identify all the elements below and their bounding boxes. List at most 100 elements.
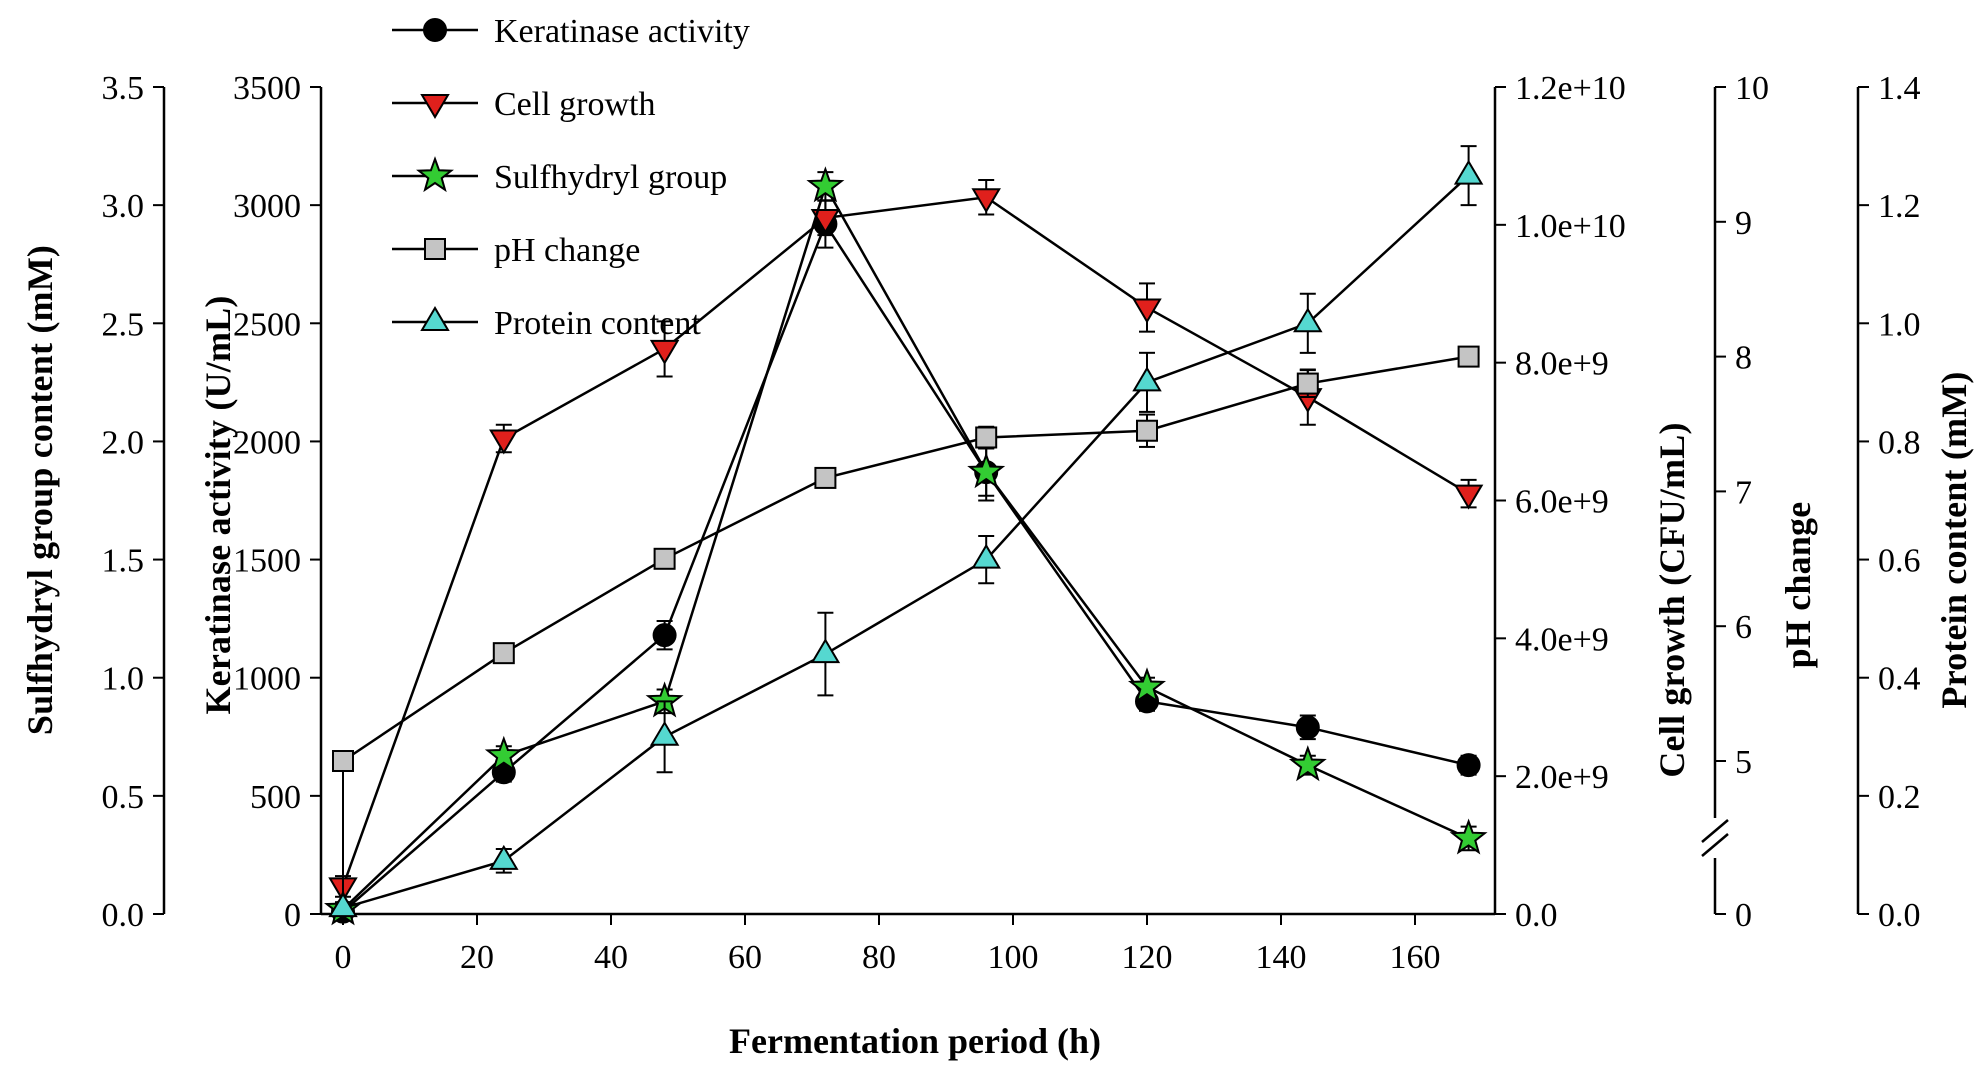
tick-label: 0 — [335, 939, 352, 976]
star-marker-icon — [1128, 667, 1166, 704]
series-line — [342, 355, 1469, 763]
tick-label: 6 — [1735, 609, 1752, 646]
star-marker-icon — [1449, 818, 1488, 855]
series-line — [342, 221, 1469, 913]
triangle-down-marker-icon — [1132, 298, 1162, 324]
tick-label: 20 — [460, 939, 494, 976]
tick-label: 2.0e+9 — [1515, 759, 1609, 796]
tick-label: 1.0 — [1878, 306, 1921, 343]
tick-label: 0.0 — [1515, 897, 1558, 934]
tick-label: 0 — [1735, 897, 1752, 934]
tick-label: 10 — [1735, 70, 1769, 107]
legend-item-ph: pH change — [392, 232, 640, 269]
star-marker-icon — [1288, 745, 1327, 782]
axis-break-icon — [1701, 833, 1729, 857]
tick-label: 4.0e+9 — [1515, 621, 1609, 658]
legend-label: pH change — [494, 232, 640, 269]
tick-label: 7 — [1735, 474, 1752, 511]
triangle-up-marker-icon — [1132, 366, 1162, 392]
tick-label: 2.5 — [102, 306, 145, 343]
triangle-down-marker-icon — [489, 429, 519, 455]
square-marker-icon — [1136, 419, 1158, 442]
tick-label: 500 — [250, 779, 301, 816]
tick-label: 1000 — [233, 661, 301, 698]
axis-ph: 0 5 6 7 8 9 10 — [1701, 70, 1769, 934]
square-marker-icon — [1457, 345, 1480, 368]
tick-label: 3500 — [233, 70, 301, 107]
legend-item-keratinase: Keratinase activity — [392, 13, 750, 50]
tick-label: 0.8 — [1878, 424, 1921, 461]
tick-label: 2500 — [233, 306, 301, 343]
square-marker-icon — [975, 426, 998, 449]
tick-label: 0.0 — [1878, 897, 1921, 934]
legend: Keratinase activity Cell growth Sulfhydryl… — [392, 13, 750, 342]
axis-break-icon — [1701, 819, 1729, 843]
square-marker-icon — [332, 750, 354, 772]
star-marker-icon — [967, 452, 1006, 489]
tick-label: 1.4 — [1878, 70, 1921, 107]
square-marker-icon — [1296, 372, 1319, 395]
star-legend-icon — [416, 156, 454, 193]
series-cell_growth — [328, 179, 1484, 903]
tick-label: 0.6 — [1878, 543, 1921, 580]
tick-label: 100 — [988, 939, 1039, 976]
tick-label: 1.2e+10 — [1515, 70, 1626, 107]
tick-label: 1500 — [233, 543, 301, 580]
triangle-up-marker-icon — [489, 844, 519, 870]
axis-title-keratinase: Keratinase activity (U/mL) — [198, 295, 238, 715]
tick-label: 8 — [1735, 340, 1752, 377]
tick-label: 0.5 — [102, 779, 145, 816]
triangle-up-legend-icon — [420, 306, 450, 331]
tick-label: 0.2 — [1878, 779, 1921, 816]
square-legend-icon — [424, 238, 446, 260]
circle-marker-icon — [1456, 753, 1481, 778]
star-marker-icon — [484, 735, 523, 772]
circle-marker-icon — [1295, 715, 1320, 740]
tick-label: 9 — [1735, 205, 1752, 242]
square-marker-icon — [814, 466, 837, 489]
tick-label: 3000 — [233, 188, 301, 225]
tick-label: 120 — [1122, 939, 1173, 976]
triangle-up-marker-icon — [649, 720, 680, 746]
tick-label: 140 — [1256, 939, 1307, 976]
tick-label: 3.5 — [102, 70, 145, 107]
axis-title-ph: pH change — [1778, 501, 1818, 669]
legend-label: Cell growth — [494, 86, 655, 123]
tick-label: 1.5 — [102, 543, 145, 580]
circle-marker-icon — [652, 623, 677, 648]
legend-item-sulfhydryl: Sulfhydryl group — [392, 156, 727, 196]
tick-label: 2000 — [233, 424, 301, 461]
series-line — [342, 183, 1470, 911]
triangle-down-marker-icon — [971, 188, 1001, 214]
tick-label: 160 — [1390, 939, 1441, 976]
tick-label: 6.0e+9 — [1515, 484, 1609, 521]
triangle-up-marker-icon — [328, 892, 358, 918]
tick-label: 0.4 — [1878, 661, 1921, 698]
series-protein — [328, 145, 1484, 918]
tick-label: 60 — [728, 939, 762, 976]
triangle-down-marker-icon — [649, 339, 680, 365]
tick-label: 3.0 — [102, 188, 145, 225]
axis-keratinase: 0 500 1000 1500 2000 2500 3000 3500 — [233, 70, 323, 934]
triangle-up-marker-icon — [810, 638, 841, 664]
series-line — [341, 195, 1470, 887]
tick-label: 80 — [862, 939, 896, 976]
star-marker-icon — [806, 166, 845, 203]
axis-cell_growth: 0.0 2.0e+9 4.0e+9 6.0e+9 8.0e+9 1.0e+10 1.2e+1… — [1493, 70, 1626, 934]
series-ph — [332, 345, 1480, 915]
series-sulfhydryl — [324, 166, 1488, 926]
triangle-down-legend-icon — [420, 94, 450, 119]
axis-title-sulfhydryl: Sulfhydryl group content (mM) — [20, 244, 60, 736]
legend-label: Keratinase activity — [494, 13, 750, 50]
axis-protein: 0.0 0.2 0.4 0.6 0.8 1.0 1.2 1.4 — [1856, 70, 1921, 934]
tick-label: 1.0e+10 — [1515, 208, 1626, 245]
tick-label: 0 — [284, 897, 301, 934]
tick-label: 0.0 — [102, 897, 145, 934]
tick-label: 2.0 — [102, 424, 145, 461]
triangle-up-marker-icon — [1453, 159, 1484, 185]
tick-label: 1.0 — [102, 661, 145, 698]
square-marker-icon — [653, 547, 676, 570]
axis-break-gap — [1708, 818, 1722, 858]
